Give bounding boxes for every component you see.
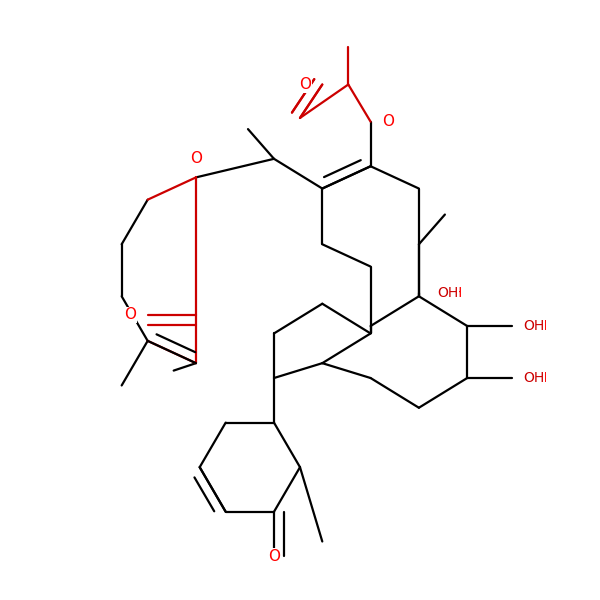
- Text: OH: OH: [523, 319, 544, 333]
- Text: OH: OH: [523, 371, 544, 385]
- Text: OH: OH: [437, 286, 459, 299]
- Text: O: O: [125, 307, 137, 322]
- Text: O: O: [190, 151, 202, 166]
- Text: O: O: [268, 549, 280, 564]
- Text: OH: OH: [527, 319, 548, 333]
- Text: OH: OH: [527, 371, 548, 385]
- Text: O: O: [299, 77, 311, 92]
- Text: OH: OH: [441, 286, 463, 299]
- Text: O: O: [382, 114, 394, 129]
